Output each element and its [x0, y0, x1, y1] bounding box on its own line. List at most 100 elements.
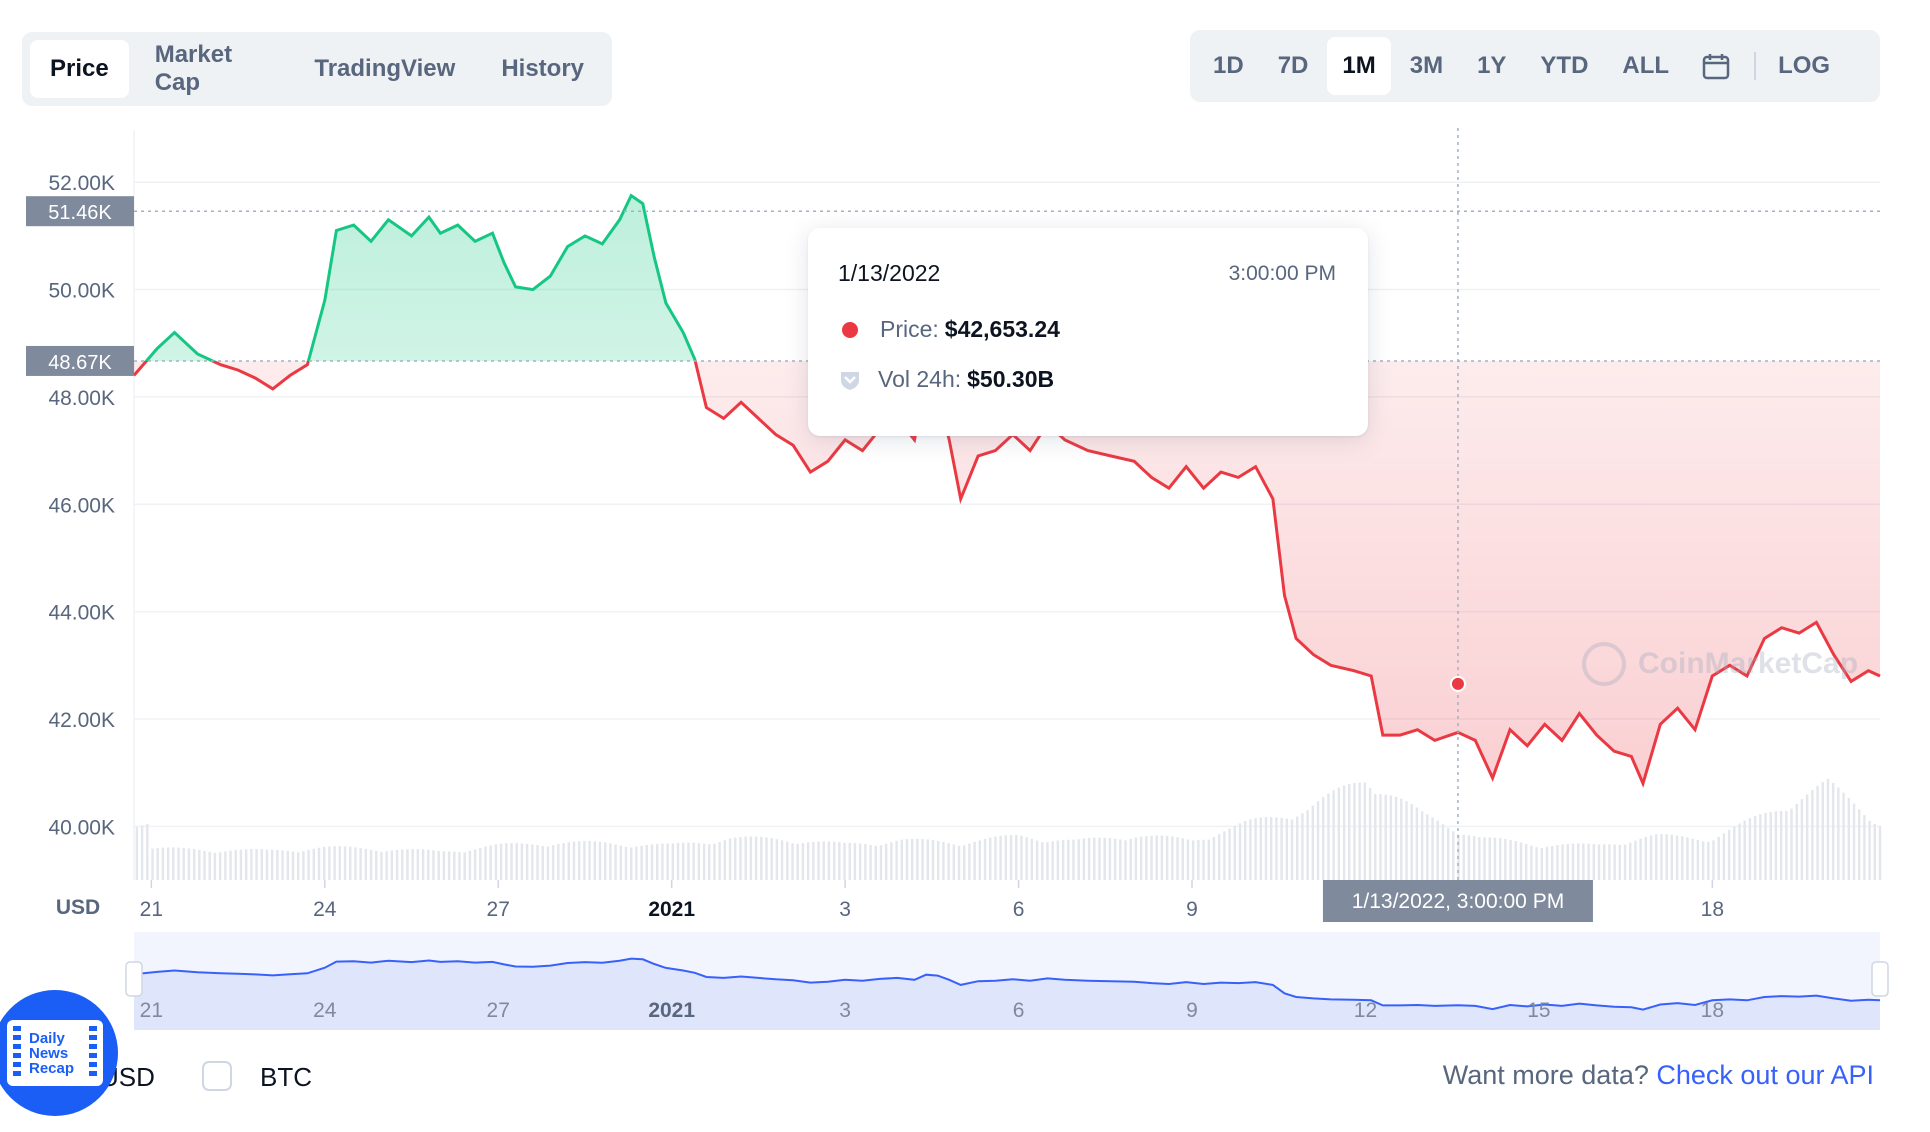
- volume-bar: [1426, 814, 1429, 880]
- volume-bar: [739, 837, 742, 880]
- volume-bar: [786, 841, 789, 880]
- volume-bar: [1436, 820, 1439, 880]
- volume-bar: [484, 846, 487, 880]
- volume-bar: [598, 841, 602, 880]
- tooltip-price-row: Price: $42,653.24: [838, 316, 1060, 343]
- news-film-icon: Daily News Recap: [7, 1020, 103, 1086]
- volume-bar: [1191, 840, 1195, 880]
- tab-market-cap[interactable]: Market Cap: [154, 41, 233, 96]
- volume-bar: [1800, 799, 1804, 880]
- tab-price[interactable]: Price: [30, 40, 129, 98]
- volume-bar: [1795, 803, 1798, 880]
- volume-bar: [1041, 842, 1044, 880]
- tooltip-date: 1/13/2022: [838, 260, 941, 286]
- volume-bar: [1061, 840, 1065, 880]
- crosshair-date-tag: [1322, 880, 1593, 922]
- navigator-handle-right[interactable]: [1871, 961, 1889, 997]
- volume-bar: [1108, 838, 1112, 880]
- volume-bar: [1738, 823, 1741, 880]
- volume-bar: [551, 845, 555, 880]
- volume-bar: [765, 837, 768, 880]
- baseline-price-tag: [26, 345, 134, 376]
- hover-point: [1449, 675, 1466, 692]
- volume-bar: [817, 841, 820, 880]
- volume-bar: [838, 842, 841, 880]
- navigator-tick-label: 18: [1701, 999, 1724, 1022]
- api-link[interactable]: Check out our API: [1656, 1060, 1874, 1090]
- volume-bar: [1051, 841, 1054, 880]
- range-all[interactable]: ALL: [1622, 52, 1670, 79]
- volume-bar: [1571, 843, 1575, 880]
- volume-bar: [166, 847, 170, 880]
- volume-bar: [473, 849, 477, 880]
- watermark-text: CoinMarketCap: [1638, 647, 1859, 680]
- volume-bar: [1337, 787, 1341, 880]
- volume-bar: [895, 840, 898, 880]
- volume-bar: [1644, 836, 1648, 880]
- volume-bar: [692, 842, 695, 880]
- volume-bar: [983, 838, 987, 880]
- volume-bar: [1691, 838, 1694, 880]
- currency-axis-label: USD: [56, 896, 100, 919]
- tab-tradingview[interactable]: TradingView: [314, 55, 456, 82]
- volume-bar: [1113, 838, 1117, 880]
- volume-bar: [1197, 840, 1200, 880]
- volume-bar: [973, 841, 976, 880]
- tab-history[interactable]: History: [501, 55, 584, 82]
- tooltip-time: 3:00:00 PM: [1228, 262, 1336, 285]
- x-tick-label: 3: [839, 898, 851, 921]
- volume-bar: [458, 852, 461, 880]
- volume-bar: [1811, 789, 1814, 880]
- volume-bar: [1634, 840, 1637, 880]
- volume-bar: [1472, 836, 1476, 880]
- volume-bar: [416, 849, 420, 880]
- range-1y[interactable]: 1Y: [1477, 52, 1507, 79]
- volume-bar: [520, 843, 524, 880]
- volume-bar: [770, 838, 773, 880]
- volume-bar: [1785, 810, 1788, 880]
- volume-bar: [510, 843, 513, 880]
- volume-bar: [864, 844, 867, 880]
- daily-news-recap-badge[interactable]: Daily News Recap: [0, 990, 118, 1116]
- volume-bar: [515, 843, 518, 880]
- volume-bar: [380, 851, 383, 880]
- volume-bar: [349, 846, 352, 880]
- volume-bar: [1165, 835, 1169, 880]
- volume-bar: [1405, 801, 1408, 880]
- volume-bar: [557, 843, 560, 880]
- volume-bar: [1613, 844, 1616, 880]
- navigator-handle-left[interactable]: [125, 961, 143, 997]
- range-3m[interactable]: 3M: [1409, 52, 1444, 79]
- range-1d[interactable]: 1D: [1213, 52, 1244, 79]
- volume-bar: [697, 843, 701, 880]
- volume-bar: [1675, 835, 1679, 880]
- volume-bar: [505, 843, 508, 880]
- price-line-down: [132, 360, 1881, 788]
- volume-bar: [1582, 843, 1585, 880]
- volume-bar: [1207, 839, 1210, 880]
- badge-line-3: Recap: [29, 1059, 75, 1077]
- volume-bar: [1717, 836, 1720, 880]
- volume-bar: [260, 849, 263, 880]
- volume-bar: [952, 844, 956, 880]
- tooltip-price-value: $42,653.24: [944, 316, 1060, 342]
- log-scale-button[interactable]: LOG: [1778, 52, 1831, 79]
- volume-bar: [1608, 844, 1611, 880]
- calendar-icon[interactable]: [1688, 37, 1744, 95]
- volume-bar: [489, 845, 492, 880]
- range-7d[interactable]: 7D: [1277, 52, 1309, 79]
- volume-bar: [1264, 817, 1268, 880]
- range-1m[interactable]: 1M: [1327, 37, 1391, 95]
- api-note: Want more data? Check out our API: [1443, 1060, 1874, 1091]
- price-chart[interactable]: 52.00K 50.00K 48.00K 46.00K 44.00K 42.00K 40.0…: [0, 0, 1930, 1050]
- range-ytd[interactable]: YTD: [1540, 52, 1589, 79]
- volume-bar: [1249, 819, 1252, 880]
- volume-bar: [406, 849, 409, 880]
- volume-bar: [1228, 828, 1231, 880]
- current-price-label: 51.46K: [48, 202, 112, 224]
- btc-checkbox[interactable]: [202, 1061, 232, 1091]
- volume-bar: [900, 839, 903, 880]
- btc-toggle-label[interactable]: BTC: [260, 1062, 312, 1092]
- volume-bar: [650, 844, 654, 880]
- volume-bar: [161, 847, 165, 880]
